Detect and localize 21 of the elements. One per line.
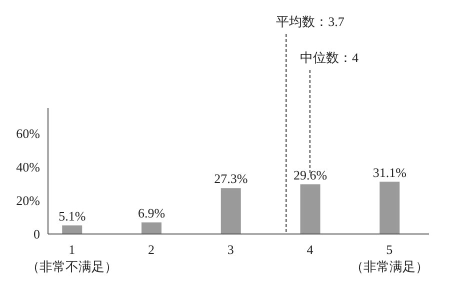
data-label: 6.9% xyxy=(138,205,166,220)
x-tick-label: 4 xyxy=(306,242,314,257)
data-label: 31.1% xyxy=(372,164,407,180)
bar xyxy=(300,184,320,234)
ref-line-label: 平均数：3.7 xyxy=(276,14,345,29)
y-tick-label: 40% xyxy=(16,159,40,174)
data-label: 5.1% xyxy=(58,208,86,224)
y-tick-label: 20% xyxy=(16,193,40,208)
y-tick-label: 60% xyxy=(16,126,40,141)
ref-line-label: 中位数：4 xyxy=(300,50,359,65)
x-tick-label: 1 （非常不满足） xyxy=(26,242,118,274)
x-tick-label: 2 xyxy=(148,242,154,257)
bar xyxy=(142,222,162,234)
y-tick-label: 0 xyxy=(34,226,40,242)
x-tick-label: 3 xyxy=(227,242,234,257)
data-label: 27.3% xyxy=(214,171,248,186)
bar xyxy=(380,182,400,234)
bar xyxy=(220,188,241,234)
x-tick-label: 5 （非常满足） xyxy=(350,242,428,274)
bar xyxy=(62,225,82,234)
data-label: 29.6% xyxy=(293,167,328,182)
